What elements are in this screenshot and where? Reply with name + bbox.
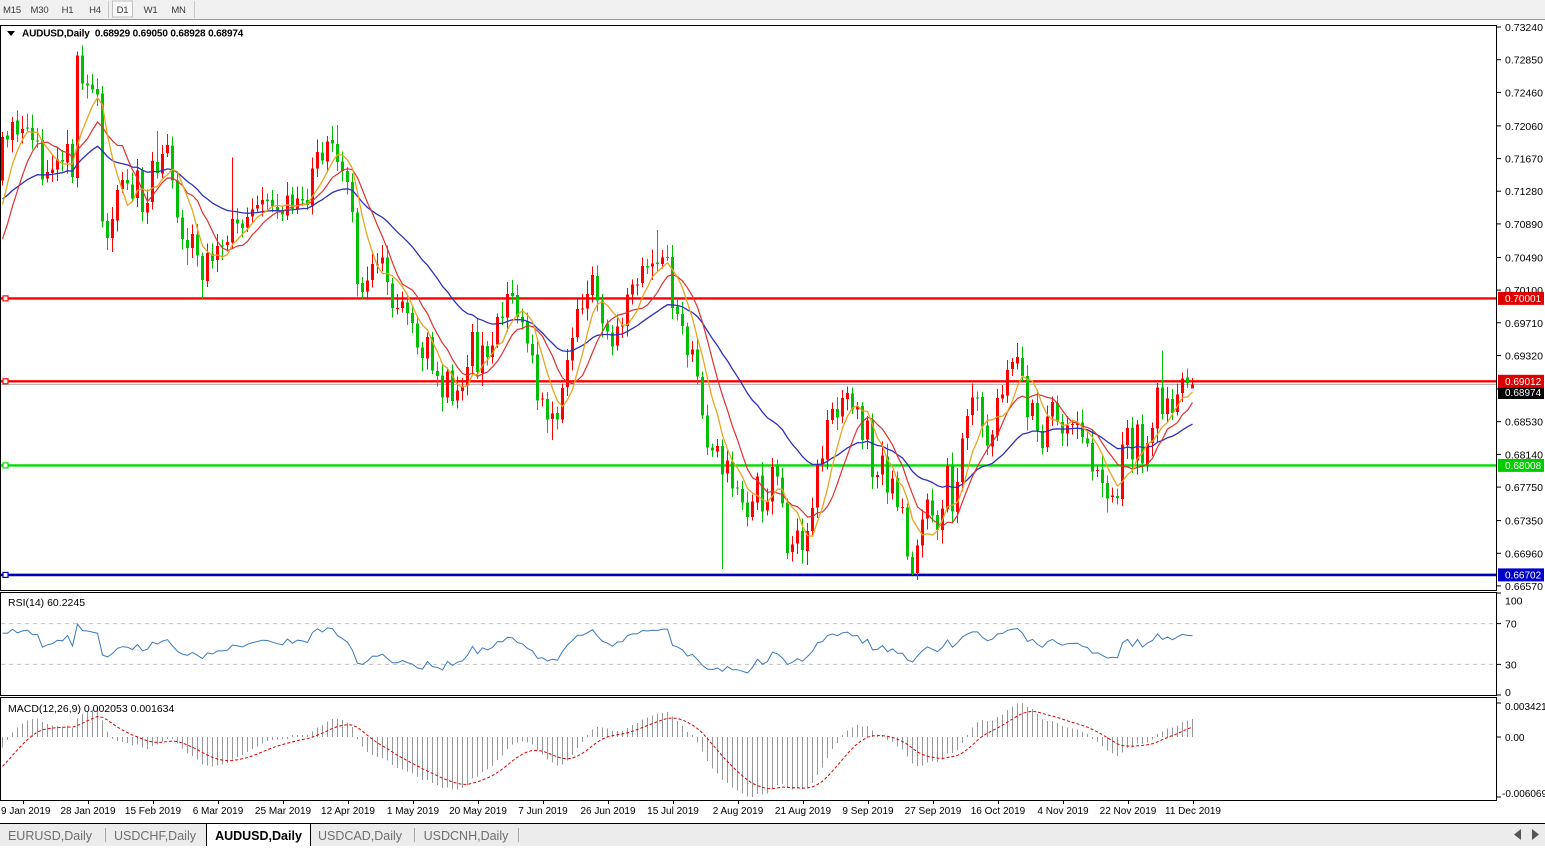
- svg-text:0.70490: 0.70490: [1505, 253, 1543, 265]
- svg-text:MACD(12,26,9) 0.002053 0.00163: MACD(12,26,9) 0.002053 0.001634: [8, 703, 175, 715]
- svg-text:0.67750: 0.67750: [1505, 482, 1543, 494]
- svg-text:7 Jun 2019: 7 Jun 2019: [518, 806, 568, 817]
- svg-text:0.71280: 0.71280: [1505, 186, 1543, 198]
- svg-text:15 Jul 2019: 15 Jul 2019: [647, 806, 699, 817]
- svg-text:2 Aug 2019: 2 Aug 2019: [713, 806, 764, 817]
- svg-text:H1: H1: [62, 5, 74, 16]
- svg-text:0.69710: 0.69710: [1505, 318, 1543, 330]
- svg-text:D1: D1: [117, 5, 129, 16]
- svg-text:0.68140: 0.68140: [1505, 449, 1543, 461]
- svg-text:9 Sep 2019: 9 Sep 2019: [842, 806, 894, 817]
- svg-text:26 Jun 2019: 26 Jun 2019: [580, 806, 635, 817]
- svg-text:16 Oct 2019: 16 Oct 2019: [971, 806, 1026, 817]
- svg-text:0.68530: 0.68530: [1505, 417, 1543, 429]
- svg-text:20 May 2019: 20 May 2019: [449, 806, 507, 817]
- svg-text:0.68974: 0.68974: [1505, 388, 1542, 399]
- svg-text:12 Apr 2019: 12 Apr 2019: [321, 806, 375, 817]
- svg-text:0.67350: 0.67350: [1505, 516, 1543, 528]
- svg-text:1 May 2019: 1 May 2019: [387, 806, 440, 817]
- svg-text:M15: M15: [3, 5, 21, 16]
- svg-text:6 Mar 2019: 6 Mar 2019: [193, 806, 244, 817]
- svg-text:11 Dec 2019: 11 Dec 2019: [1165, 806, 1221, 817]
- svg-text:0: 0: [1505, 687, 1511, 699]
- svg-text:22 Nov 2019: 22 Nov 2019: [1100, 806, 1157, 817]
- svg-text:0.66702: 0.66702: [1505, 570, 1542, 581]
- svg-text:MN: MN: [171, 5, 186, 16]
- svg-text:9 Jan 2019: 9 Jan 2019: [1, 806, 51, 817]
- svg-text:100: 100: [1505, 596, 1523, 608]
- svg-text:0.00: 0.00: [1505, 733, 1525, 744]
- svg-text:-0.006069: -0.006069: [1502, 789, 1545, 800]
- svg-text:4 Nov 2019: 4 Nov 2019: [1037, 806, 1089, 817]
- svg-text:0.66960: 0.66960: [1505, 548, 1543, 560]
- svg-text:25 Mar 2019: 25 Mar 2019: [255, 806, 312, 817]
- svg-text:0.68008: 0.68008: [1505, 461, 1542, 472]
- svg-text:0.72460: 0.72460: [1505, 87, 1543, 99]
- svg-text:0.003421: 0.003421: [1505, 702, 1545, 713]
- svg-text:0.69320: 0.69320: [1505, 351, 1543, 363]
- svg-text:USDCHF,Daily: USDCHF,Daily: [114, 829, 197, 843]
- svg-text:AUDUSD,Daily 0.68929 0.69050: AUDUSD,Daily 0.68929 0.69050 0.68928 0.6…: [22, 29, 244, 40]
- svg-text:21 Aug 2019: 21 Aug 2019: [775, 806, 832, 817]
- svg-text:USDCNH,Daily: USDCNH,Daily: [424, 829, 509, 843]
- svg-text:0.70001: 0.70001: [1505, 294, 1542, 305]
- svg-text:15 Feb 2019: 15 Feb 2019: [125, 806, 182, 817]
- svg-text:27 Sep 2019: 27 Sep 2019: [905, 806, 962, 817]
- svg-text:M30: M30: [31, 5, 49, 16]
- svg-text:EURUSD,Daily: EURUSD,Daily: [8, 829, 93, 843]
- svg-text:70: 70: [1505, 619, 1517, 631]
- svg-text:0.72060: 0.72060: [1505, 121, 1543, 133]
- svg-text:0.72850: 0.72850: [1505, 55, 1543, 67]
- svg-text:USDCAD,Daily: USDCAD,Daily: [318, 829, 403, 843]
- svg-text:0.69012: 0.69012: [1505, 377, 1542, 388]
- svg-text:0.71670: 0.71670: [1505, 154, 1543, 166]
- svg-text:H4: H4: [89, 5, 101, 16]
- svg-text:0.73240: 0.73240: [1505, 22, 1543, 34]
- svg-text:0.70890: 0.70890: [1505, 219, 1543, 231]
- svg-text:30: 30: [1505, 659, 1517, 671]
- svg-text:0.66570: 0.66570: [1505, 581, 1543, 593]
- svg-text:AUDUSD,Daily: AUDUSD,Daily: [215, 829, 302, 843]
- svg-text:28 Jan 2019: 28 Jan 2019: [60, 806, 115, 817]
- svg-text:RSI(14) 60.2245: RSI(14) 60.2245: [8, 597, 85, 609]
- svg-text:W1: W1: [144, 5, 158, 16]
